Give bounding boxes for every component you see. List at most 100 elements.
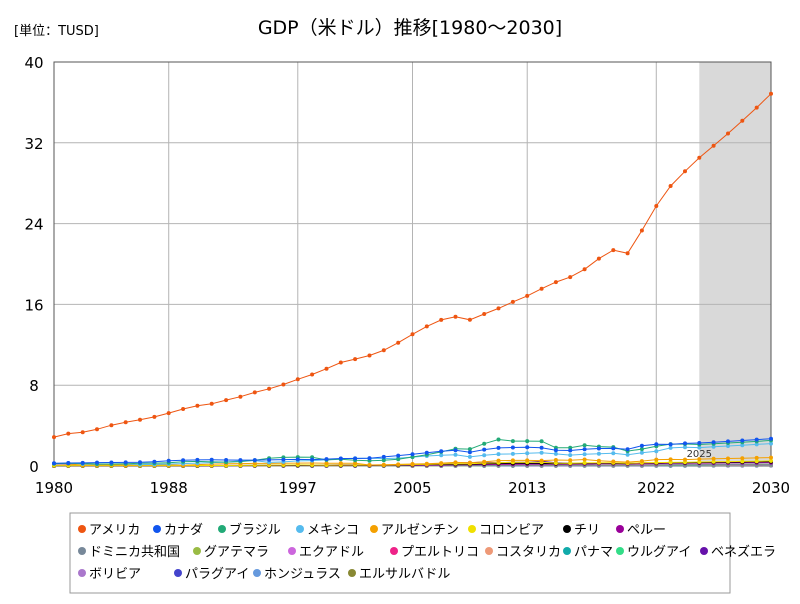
legend-marker: [700, 547, 708, 555]
data-point: [454, 448, 458, 452]
data-point: [583, 452, 587, 456]
legend-label: ウルグアイ: [627, 545, 691, 560]
legend-entry: エルサルバドル: [348, 567, 450, 582]
data-point: [411, 332, 415, 336]
data-point: [540, 287, 544, 291]
data-point: [540, 439, 544, 443]
y-tick-label: 40: [24, 54, 43, 72]
data-point: [769, 456, 773, 460]
x-tick-label: 2005: [393, 479, 431, 497]
data-point: [468, 461, 472, 465]
data-point: [224, 398, 228, 402]
legend-marker: [563, 525, 571, 533]
data-point: [253, 458, 257, 462]
data-point: [568, 453, 572, 457]
data-point: [654, 449, 658, 453]
data-point: [167, 459, 171, 463]
data-point: [540, 459, 544, 463]
data-point: [396, 462, 400, 466]
data-point: [611, 446, 615, 450]
data-point: [640, 229, 644, 233]
data-point: [325, 367, 329, 371]
data-point: [454, 315, 458, 319]
data-point: [382, 463, 386, 467]
data-point: [712, 144, 716, 148]
data-point: [583, 447, 587, 451]
x-tick-label: 1980: [35, 479, 73, 497]
data-point: [81, 461, 85, 465]
data-point: [296, 377, 300, 381]
data-point: [310, 373, 314, 377]
data-point: [281, 458, 285, 462]
data-point: [568, 275, 572, 279]
x-tick-label: 1988: [150, 479, 188, 497]
legend-marker: [348, 569, 356, 577]
legend-entry: パラグアイ: [174, 567, 249, 582]
data-point: [755, 456, 759, 460]
data-point: [224, 458, 228, 462]
data-point: [525, 451, 529, 455]
data-point: [697, 441, 701, 445]
data-point: [281, 383, 285, 387]
data-point: [654, 458, 658, 462]
legend-marker: [174, 569, 182, 577]
data-point: [583, 458, 587, 462]
data-point: [626, 447, 630, 451]
data-point: [152, 415, 156, 419]
unit-label: [単位：TUSD]: [14, 23, 99, 39]
data-point: [726, 439, 730, 443]
data-point: [626, 460, 630, 464]
legend-label: エクアドル: [299, 545, 364, 560]
legend-label: ペルー: [627, 523, 666, 538]
legend-entry: プエルトリコ: [390, 545, 479, 560]
data-point: [353, 457, 357, 461]
forecast-year-label: 2025: [687, 449, 712, 460]
data-point: [497, 452, 501, 456]
legend-label: コロンビア: [479, 523, 544, 538]
data-point: [454, 460, 458, 464]
data-point: [597, 447, 601, 451]
data-point: [482, 448, 486, 452]
legend-label: カナダ: [164, 523, 203, 538]
legend-entry: エクアドル: [288, 545, 364, 560]
data-point: [66, 432, 70, 436]
gridlines: [54, 62, 771, 466]
legend-marker: [370, 525, 378, 533]
data-point: [611, 248, 615, 252]
data-point: [482, 453, 486, 457]
data-point: [325, 457, 329, 461]
data-point: [425, 324, 429, 328]
data-point: [109, 461, 113, 465]
data-point: [238, 395, 242, 399]
data-point: [482, 442, 486, 446]
data-point: [755, 106, 759, 110]
data-point: [654, 442, 658, 446]
data-point: [95, 427, 99, 431]
data-point: [511, 452, 515, 456]
data-point: [540, 446, 544, 450]
legend-marker: [153, 525, 161, 533]
data-point: [497, 446, 501, 450]
x-tick-label: 2013: [508, 479, 546, 497]
data-point: [353, 357, 357, 361]
legend-label: エルサルバドル: [359, 567, 450, 582]
data-point: [497, 459, 501, 463]
data-point: [554, 452, 558, 456]
data-point: [697, 156, 701, 160]
data-point: [626, 453, 630, 457]
data-point: [95, 461, 99, 465]
data-point: [267, 458, 271, 462]
legend-marker: [78, 569, 86, 577]
data-point: [368, 354, 372, 358]
data-point: [66, 461, 70, 465]
data-point: [511, 458, 515, 462]
legend-entry: ウルグアイ: [616, 545, 691, 560]
legend-entry: アルゼンチン: [370, 523, 459, 538]
data-point: [669, 184, 673, 188]
legend-label: アルゼンチン: [381, 523, 459, 538]
data-point: [525, 294, 529, 298]
data-point: [640, 444, 644, 448]
y-tick-label: 32: [24, 135, 43, 153]
